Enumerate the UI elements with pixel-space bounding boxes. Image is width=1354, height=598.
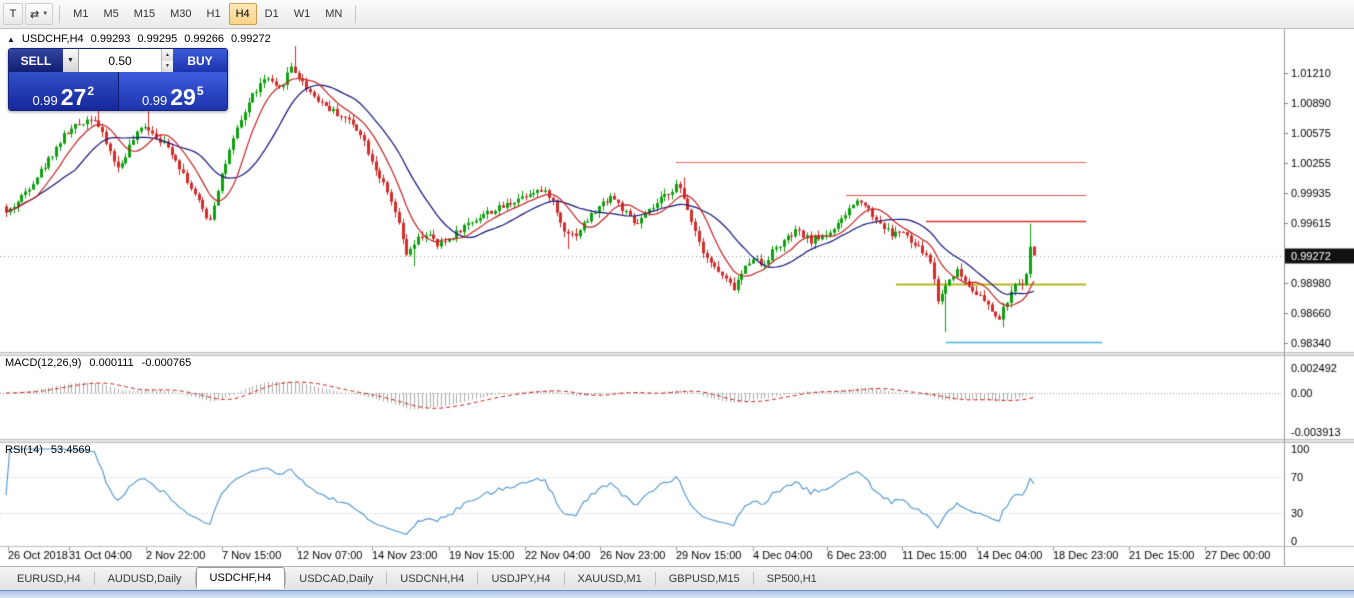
volume-input[interactable] (79, 49, 173, 72)
chart-tab-sp500-h1[interactable]: SP500,H1 (766, 572, 817, 585)
toolbar-separator (59, 5, 61, 23)
tab-separator (752, 572, 754, 585)
symbol-header: ▲ USDCHF,H4 0.99293 0.99295 0.99266 0.99… (7, 33, 271, 45)
timeframe-button-m1[interactable]: M1 (73, 8, 89, 20)
buy-price-point: 5 (196, 84, 204, 98)
template-icon-glyph: T (9, 8, 17, 20)
volume-dropdown-button[interactable]: ▼ (63, 49, 79, 72)
ohlc-high: 0.99295 (137, 33, 178, 45)
tab-separator (285, 572, 287, 585)
tab-separator (563, 572, 565, 585)
ohlc-open: 0.99293 (90, 33, 131, 45)
tab-separator (194, 572, 196, 585)
sell-price-big-figure: 0.99 (32, 93, 58, 108)
timeframe-button-m30[interactable]: M30 (170, 8, 192, 20)
timeframe-button-h4[interactable]: H4 (228, 3, 257, 25)
spinner-down-icon[interactable]: ▼ (162, 60, 173, 72)
ohlc-low: 0.99266 (184, 33, 224, 45)
macd-indicator-label: MACD(12,26,9) 0.000111 -0.000765 (5, 357, 191, 369)
buy-price-big-figure: 0.99 (141, 93, 168, 108)
chart-tab-xauusd-m1[interactable]: XAUUSD,M1 (577, 572, 642, 585)
volume-field: ▲ ▼ (79, 49, 173, 72)
volume-spinner: ▲ ▼ (161, 49, 173, 72)
sell-button[interactable]: SELL (9, 49, 63, 72)
chart-tab-eurusd-h4[interactable]: EURUSD,H4 (17, 572, 81, 585)
chart-tab-usdjpy-h4[interactable]: USDJPY,H4 (491, 572, 551, 585)
timeframe-button-w1[interactable]: W1 (293, 8, 311, 20)
timeframe-button-mn[interactable]: MN (325, 8, 343, 20)
tab-separator (93, 572, 95, 585)
timeframe-group: M1 M5 M15 M30 H1 H4 D1 W1 MN (66, 3, 349, 25)
macd-value-main: 0.000111 (89, 357, 134, 369)
chevron-down-icon: ▼ (67, 57, 74, 64)
chart-tab-usdcnh-h4[interactable]: USDCNH,H4 (400, 572, 465, 585)
timeframe-button-m5[interactable]: M5 (103, 8, 119, 20)
sell-price-point: 2 (87, 84, 95, 98)
chart-tab-gbpusd-m15[interactable]: GBPUSD,M15 (668, 572, 740, 585)
chart-tab-audusd-daily[interactable]: AUDUSD,Daily (107, 572, 182, 585)
template-icon[interactable]: T (3, 3, 23, 25)
chevron-down-icon: ▼ (42, 11, 49, 17)
chart-tab-usdchf-h4[interactable]: USDCHF,H4 (195, 566, 286, 589)
one-click-trading-panel: SELL ▼ ▲ ▼ BUY 0.99 27 2 0.99 29 5 (8, 48, 228, 111)
tab-separator (654, 572, 656, 585)
buy-price-pips: 29 (170, 83, 196, 110)
tab-separator (386, 572, 388, 585)
macd-name: MACD(12,26,9) (5, 357, 82, 369)
timeframe-button-m15[interactable]: M15 (133, 8, 156, 20)
sell-price-pips: 27 (60, 83, 87, 110)
window-bottom-edge (0, 590, 1354, 598)
timeframe-button-d1[interactable]: D1 (264, 8, 279, 20)
toolbar-separator (355, 5, 357, 23)
cycle-icon-glyph: ⇄ (30, 8, 40, 21)
macd-value-signal: -0.000765 (141, 357, 192, 369)
rsi-indicator-label: RSI(14) 53.4569 (5, 444, 91, 456)
ohlc-close: 0.99272 (230, 33, 271, 45)
toolbar: T ⇄ ▼ M1 M5 M15 M30 H1 H4 D1 W1 MN (0, 0, 1354, 29)
rsi-value: 53.4569 (50, 444, 91, 456)
chart-tab-usdcad-daily[interactable]: USDCAD,Daily (299, 572, 374, 585)
timeframe-button-h1[interactable]: H1 (206, 8, 221, 20)
tab-separator (477, 572, 479, 585)
chart-tab-bar: EURUSD,H4 AUDUSD,Daily USDCHF,H4 USDCAD,Dai… (0, 566, 1354, 590)
buy-button[interactable]: BUY (173, 49, 227, 72)
spinner-up-icon[interactable]: ▲ (162, 49, 173, 61)
tick-up-arrow-icon: ▲ (7, 34, 15, 44)
buy-price[interactable]: 0.99 29 5 (118, 72, 227, 110)
sell-price[interactable]: 0.99 27 2 (9, 72, 119, 110)
chart-cycle-icon[interactable]: ⇄ ▼ (25, 3, 54, 25)
rsi-name: RSI(14) (5, 444, 43, 456)
symbol-name: USDCHF,H4 (21, 33, 84, 45)
